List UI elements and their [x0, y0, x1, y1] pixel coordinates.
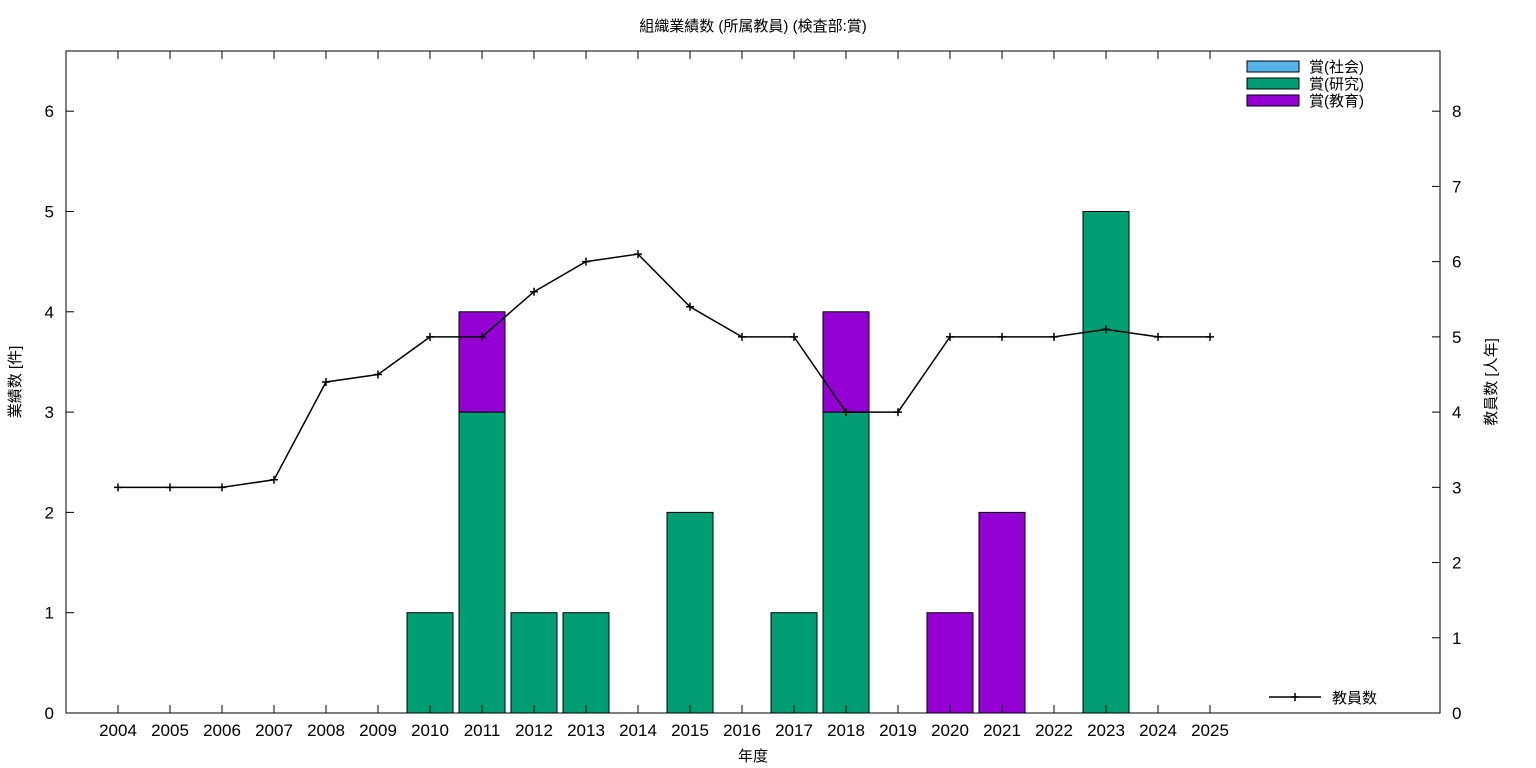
y-tick-label: 3	[45, 403, 54, 422]
x-tick-label: 2005	[151, 721, 189, 740]
line-point	[582, 257, 590, 266]
y-tick-label: 6	[45, 102, 54, 121]
x-tick-label: 2017	[775, 721, 813, 740]
plot-frame	[65, 50, 1441, 714]
line-point	[374, 370, 382, 379]
line-point	[790, 332, 798, 341]
line-series	[118, 253, 1210, 489]
bar-segment	[822, 411, 870, 714]
bar-segment	[1082, 210, 1130, 714]
y2-tick-label: 1	[1452, 629, 1461, 648]
x-tick-label: 2024	[1139, 721, 1177, 740]
x-tick-label: 2014	[619, 721, 657, 740]
bar-segment	[458, 411, 506, 714]
line-point	[634, 250, 642, 259]
line-point	[1050, 332, 1058, 341]
legend-swatch	[1246, 77, 1300, 90]
y2-tick-label: 3	[1452, 478, 1461, 497]
line-point	[218, 483, 226, 492]
chart-title: 組織業績数 (所属教員) (検査部:賞)	[639, 18, 866, 35]
x-axis-label: 年度	[738, 748, 768, 765]
line-point	[270, 475, 278, 484]
y-tick-label: 1	[45, 604, 54, 623]
line-point	[842, 408, 850, 417]
x-tick-label: 2004	[99, 721, 137, 740]
bar-segment	[510, 612, 558, 714]
line-point	[322, 378, 330, 386]
bar-segment	[822, 311, 870, 413]
legend-swatch	[1246, 94, 1300, 107]
legend-label: 賞(社会)	[1309, 59, 1364, 76]
x-tick-label: 2016	[723, 721, 761, 740]
x-tick-label: 2012	[515, 721, 553, 740]
y2-tick-label: 6	[1452, 253, 1461, 272]
line-point	[478, 332, 486, 341]
bar-segment	[406, 612, 454, 714]
y-tick-label: 0	[45, 704, 54, 723]
x-tick-label: 2008	[307, 721, 345, 740]
x-tick-label: 2010	[411, 721, 449, 740]
line-point	[530, 287, 538, 296]
x-tick-label: 2019	[879, 721, 917, 740]
bars-layer	[406, 210, 1130, 714]
y-tick-label: 5	[45, 202, 54, 221]
bar-segment	[666, 511, 714, 714]
legend-label: 賞(教育)	[1309, 93, 1364, 110]
y2-tick-label: 7	[1452, 177, 1461, 196]
y2-axis-label: 教員数 [人年]	[1483, 338, 1500, 426]
x-tick-label: 2022	[1035, 721, 1073, 740]
x-tick-label: 2018	[827, 721, 865, 740]
line-point	[1206, 332, 1214, 341]
y-axis-label: 業績数 [件]	[7, 346, 24, 419]
line-point	[738, 332, 746, 341]
x-tick-label: 2015	[671, 721, 709, 740]
bar-segment	[926, 612, 974, 714]
y2-tick-label: 5	[1452, 328, 1461, 347]
legend-line-marker	[1291, 693, 1299, 701]
line-point	[686, 302, 694, 311]
bar-segment	[770, 612, 818, 714]
legend-label: 賞(研究)	[1309, 76, 1364, 93]
y2-tick-label: 8	[1452, 102, 1461, 121]
line-point	[1102, 325, 1110, 334]
x-tick-label: 2020	[931, 721, 969, 740]
line-layer	[114, 250, 1214, 492]
bar-segment	[458, 311, 506, 413]
y-tick-label: 4	[45, 303, 54, 322]
line-point	[946, 332, 954, 341]
x-tick-label: 2011	[464, 721, 501, 740]
x-tick-label: 2009	[359, 721, 397, 740]
x-tick-label: 2013	[567, 721, 605, 740]
line-point	[114, 483, 122, 492]
x-tick-label: 2025	[1191, 721, 1229, 740]
x-tick-label: 2021	[983, 721, 1021, 740]
y2-tick-label: 4	[1452, 403, 1461, 422]
line-point	[1154, 332, 1162, 341]
line-point	[166, 483, 174, 492]
ticks-layer: 0 1 2 3 4 5 6 0 1 2 3 4 5 6 7 8 2004 2005 2006 2007 2008 2009…	[45, 51, 1461, 740]
line-point	[894, 408, 902, 417]
line-point	[998, 332, 1006, 341]
bar-segment	[978, 511, 1026, 714]
x-tick-label: 2007	[255, 721, 293, 740]
legend: 賞(社会)賞(研究)賞(教育) 教員数	[1246, 59, 1377, 707]
y2-tick-label: 2	[1452, 554, 1461, 573]
y2-tick-label: 0	[1452, 704, 1461, 723]
line-point	[426, 332, 434, 341]
x-tick-label: 2006	[203, 721, 241, 740]
y-tick-label: 2	[45, 503, 54, 522]
legend-line-label: 教員数	[1332, 690, 1377, 707]
legend-swatch	[1246, 60, 1300, 73]
bar-segment	[562, 612, 610, 714]
x-tick-label: 2023	[1087, 721, 1125, 740]
